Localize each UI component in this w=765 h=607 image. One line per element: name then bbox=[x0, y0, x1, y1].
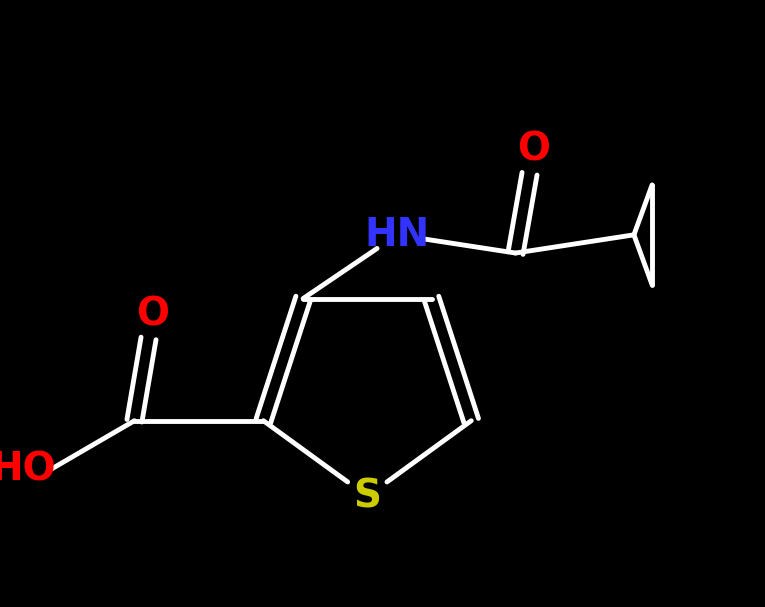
Text: O: O bbox=[517, 131, 550, 169]
Text: S: S bbox=[353, 477, 381, 515]
Text: HN: HN bbox=[365, 216, 430, 254]
Text: O: O bbox=[136, 296, 169, 333]
Text: HO: HO bbox=[0, 450, 57, 488]
